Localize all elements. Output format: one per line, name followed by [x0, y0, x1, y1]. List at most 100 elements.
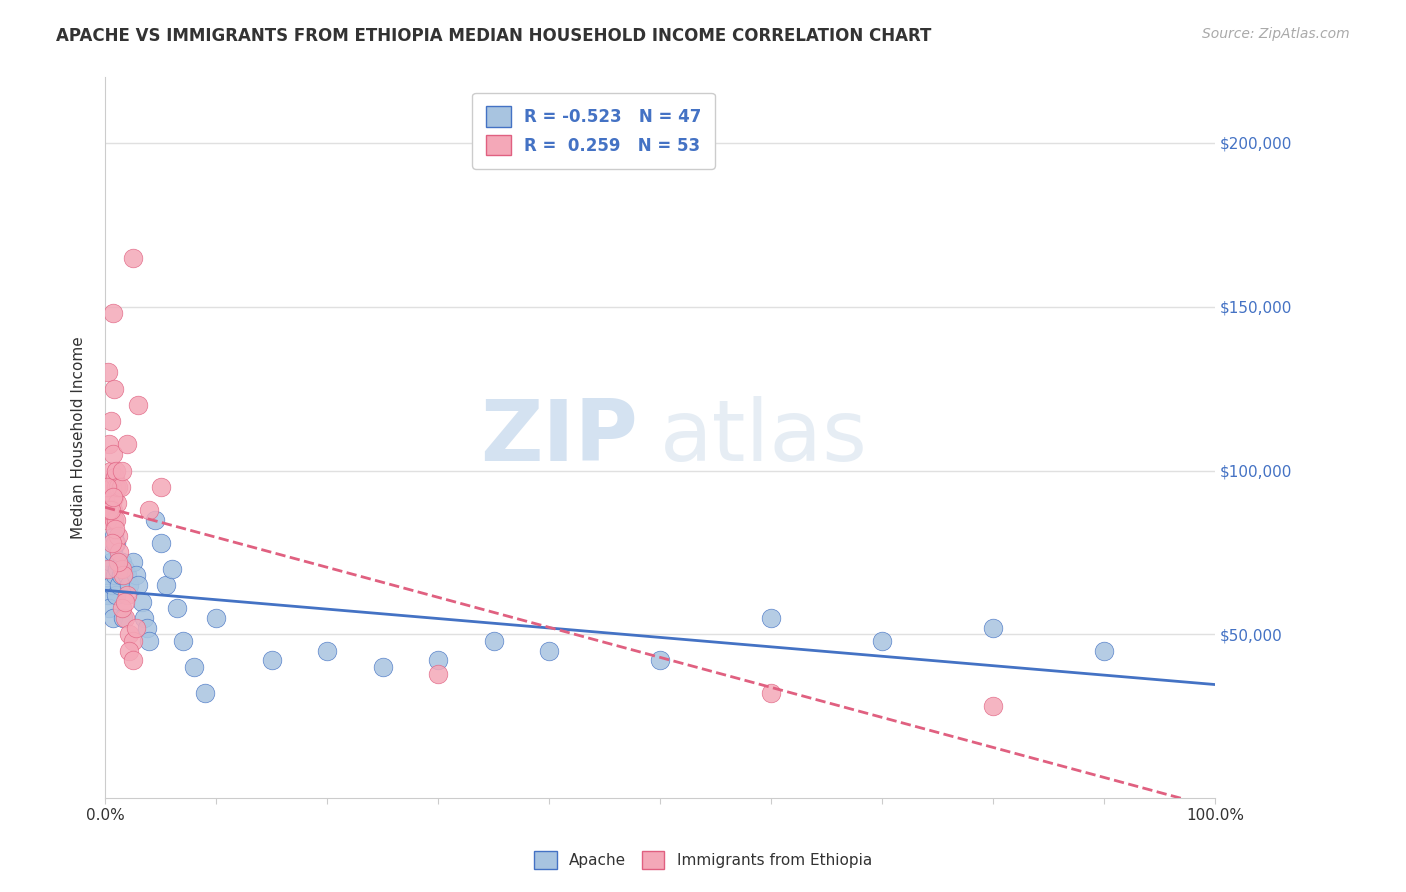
- Point: [981, 621, 1004, 635]
- Point: [427, 653, 450, 667]
- Point: [427, 666, 450, 681]
- Point: [125, 568, 148, 582]
- Point: [114, 611, 136, 625]
- Point: [316, 643, 339, 657]
- Point: [97, 588, 120, 602]
- Point: [118, 578, 141, 592]
- Point: [98, 601, 121, 615]
- Point: [101, 503, 124, 517]
- Point: [94, 496, 117, 510]
- Point: [121, 555, 143, 569]
- Point: [108, 545, 131, 559]
- Point: [100, 503, 122, 517]
- Point: [127, 398, 149, 412]
- Point: [111, 555, 134, 569]
- Point: [136, 621, 159, 635]
- Legend: R = -0.523   N = 47, R =  0.259   N = 53: R = -0.523 N = 47, R = 0.259 N = 53: [472, 93, 714, 169]
- Point: [111, 568, 134, 582]
- Point: [194, 686, 217, 700]
- Point: [111, 601, 134, 615]
- Point: [111, 463, 134, 477]
- Point: [97, 480, 120, 494]
- Point: [107, 555, 129, 569]
- Point: [110, 568, 132, 582]
- Point: [183, 660, 205, 674]
- Point: [149, 480, 172, 494]
- Point: [100, 414, 122, 428]
- Point: [98, 503, 121, 517]
- Point: [96, 513, 118, 527]
- Point: [100, 535, 122, 549]
- Point: [103, 490, 125, 504]
- Point: [101, 611, 124, 625]
- Point: [131, 594, 153, 608]
- Point: [103, 529, 125, 543]
- Legend: Apache, Immigrants from Ethiopia: Apache, Immigrants from Ethiopia: [527, 845, 879, 875]
- Point: [96, 480, 118, 494]
- Point: [160, 562, 183, 576]
- Point: [482, 633, 505, 648]
- Point: [100, 555, 122, 569]
- Point: [105, 463, 128, 477]
- Point: [107, 555, 129, 569]
- Point: [100, 480, 122, 494]
- Point: [105, 496, 128, 510]
- Point: [138, 503, 160, 517]
- Point: [166, 601, 188, 615]
- Point: [121, 251, 143, 265]
- Point: [155, 578, 177, 592]
- Point: [121, 633, 143, 648]
- Point: [104, 535, 127, 549]
- Point: [105, 588, 128, 602]
- Point: [114, 594, 136, 608]
- Point: [103, 382, 125, 396]
- Point: [115, 568, 138, 582]
- Point: [115, 437, 138, 451]
- Point: [138, 633, 160, 648]
- Point: [101, 490, 124, 504]
- Point: [110, 480, 132, 494]
- Text: ZIP: ZIP: [481, 396, 638, 479]
- Point: [115, 588, 138, 602]
- Point: [114, 562, 136, 576]
- Point: [97, 365, 120, 379]
- Point: [111, 562, 134, 576]
- Point: [103, 513, 125, 527]
- Point: [125, 621, 148, 635]
- Point: [538, 643, 561, 657]
- Point: [650, 653, 672, 667]
- Point: [104, 568, 127, 582]
- Point: [108, 578, 131, 592]
- Text: atlas: atlas: [661, 396, 868, 479]
- Point: [97, 562, 120, 576]
- Point: [260, 653, 283, 667]
- Point: [105, 480, 128, 494]
- Point: [96, 568, 118, 582]
- Point: [100, 578, 122, 592]
- Point: [105, 562, 128, 576]
- Point: [981, 699, 1004, 714]
- Point: [107, 529, 129, 543]
- Point: [104, 470, 127, 484]
- Point: [118, 643, 141, 657]
- Y-axis label: Median Household Income: Median Household Income: [72, 336, 86, 539]
- Text: APACHE VS IMMIGRANTS FROM ETHIOPIA MEDIAN HOUSEHOLD INCOME CORRELATION CHART: APACHE VS IMMIGRANTS FROM ETHIOPIA MEDIA…: [56, 27, 932, 45]
- Point: [172, 633, 194, 648]
- Point: [121, 653, 143, 667]
- Point: [143, 513, 166, 527]
- Point: [205, 611, 228, 625]
- Point: [105, 535, 128, 549]
- Point: [101, 545, 124, 559]
- Point: [132, 611, 155, 625]
- Point: [127, 578, 149, 592]
- Point: [105, 513, 128, 527]
- Point: [118, 627, 141, 641]
- Point: [98, 437, 121, 451]
- Point: [101, 447, 124, 461]
- Point: [111, 611, 134, 625]
- Point: [761, 686, 783, 700]
- Point: [761, 611, 783, 625]
- Point: [1092, 643, 1115, 657]
- Point: [104, 523, 127, 537]
- Point: [149, 535, 172, 549]
